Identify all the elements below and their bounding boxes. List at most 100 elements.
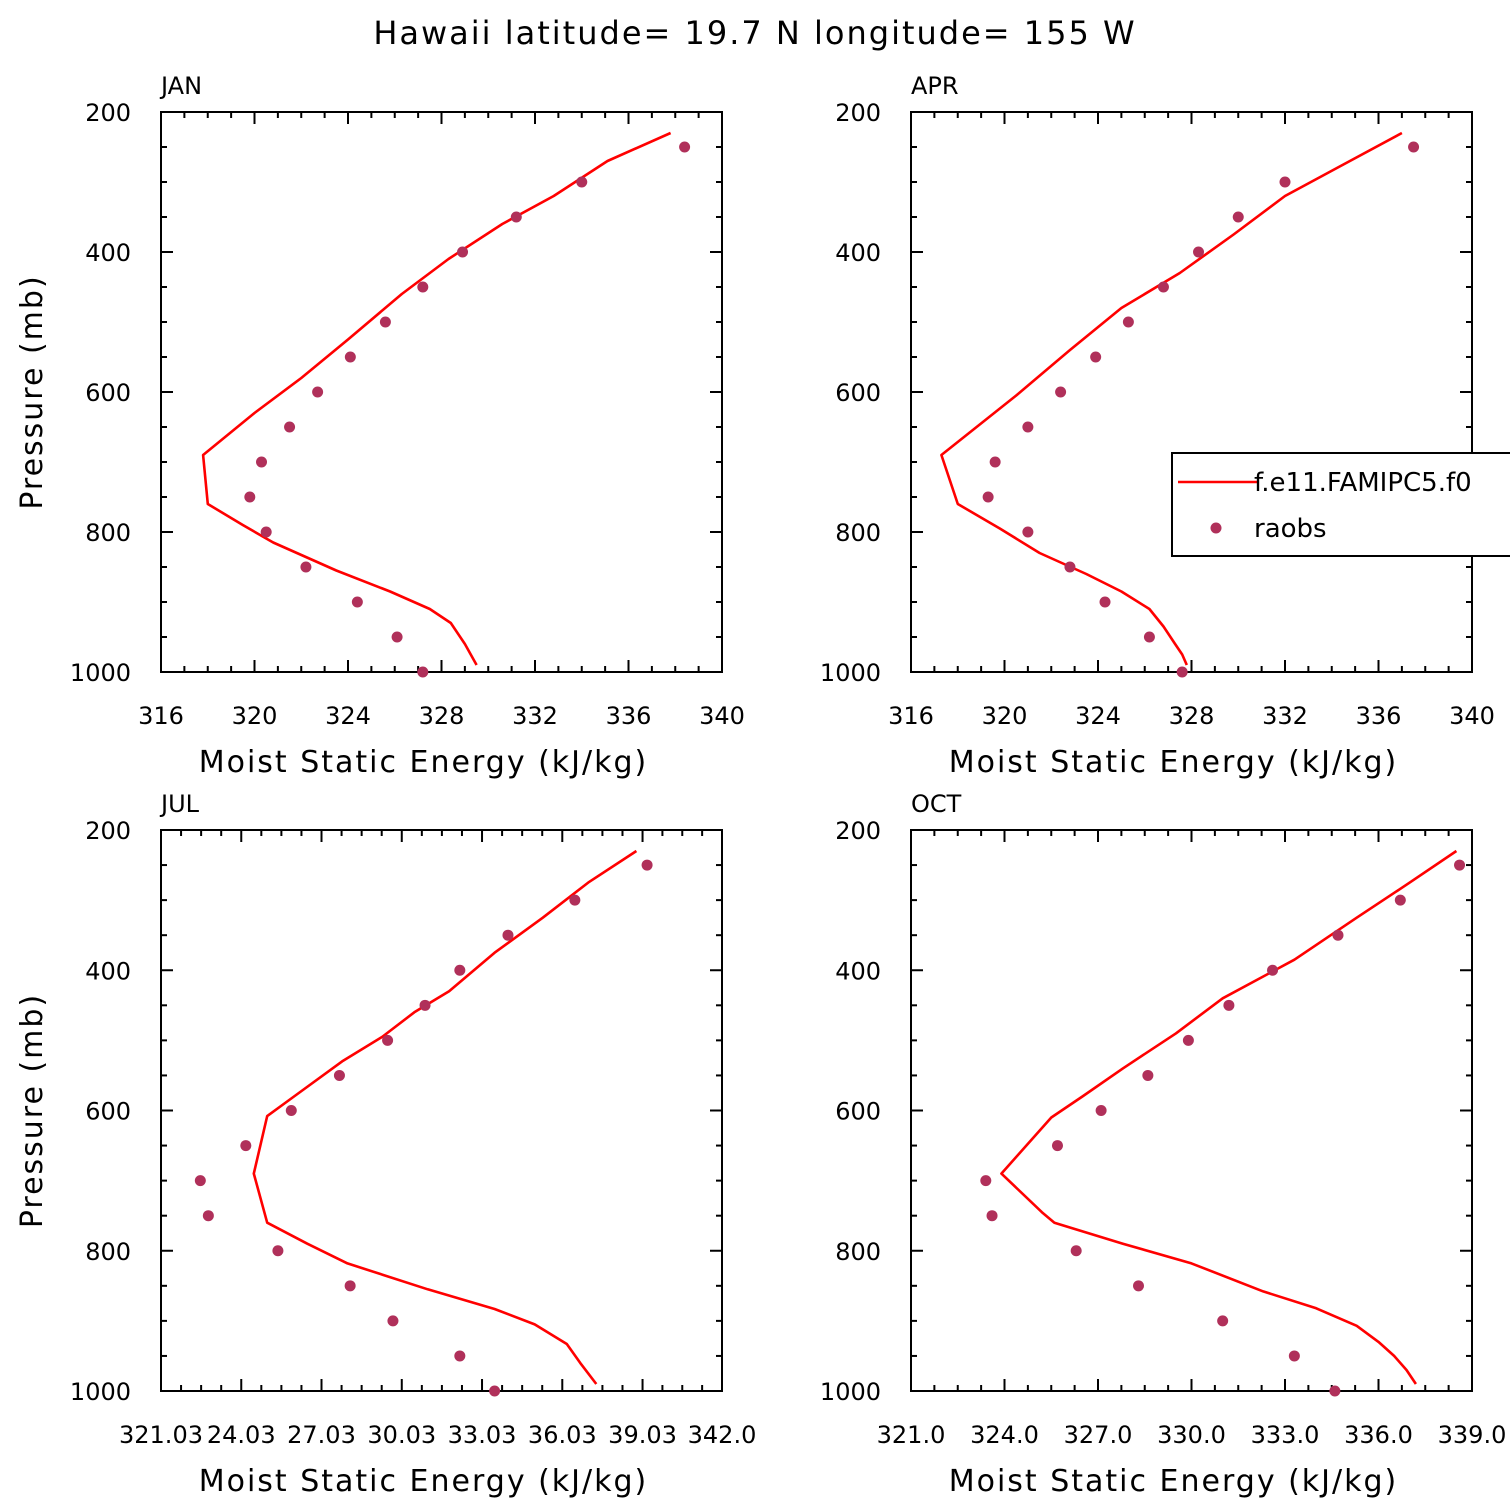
raobs-point <box>1408 141 1420 153</box>
raobs-point <box>1176 666 1188 678</box>
raobs-point <box>387 1315 399 1327</box>
y-tick-label: 200 <box>85 817 131 845</box>
model-series-line <box>1000 849 1458 1385</box>
raobs-point <box>641 859 653 871</box>
raobs-point <box>417 666 429 678</box>
y-tick-label: 1000 <box>820 1378 881 1406</box>
model-series-line <box>201 131 672 666</box>
raobs-point <box>1267 964 1279 976</box>
raobs-point <box>344 1280 356 1292</box>
raobs-point <box>1133 1280 1145 1292</box>
raobs-point <box>240 1140 252 1152</box>
raobs-point <box>379 316 391 328</box>
raobs-point <box>489 1385 501 1397</box>
raobs-point <box>502 929 514 941</box>
y-tick-label: 600 <box>835 379 881 407</box>
y-tick-label: 1000 <box>70 659 131 687</box>
panel-oct: OCT 321.0 324.0 327.0 330.0 333.0 336.0 339.0 20… <box>820 790 1506 1499</box>
raobs-point <box>510 211 522 223</box>
y-tick-label: 1000 <box>820 659 881 687</box>
raobs-point <box>256 456 268 468</box>
x-tick-label: 39.03 <box>608 1421 677 1449</box>
legend: f.e11.FAMIPC5.f0 raobs <box>1171 452 1510 557</box>
x-tick-label: 324.0 <box>970 1421 1039 1449</box>
raobs-point <box>419 999 431 1011</box>
panel-label: JUL <box>159 790 200 818</box>
x-tick-label: 36.03 <box>528 1421 597 1449</box>
x-tick-label: 342.0 <box>688 1421 757 1449</box>
panels: JAN 316 320 324 328 332 336 340 200 400 600 800 1000… <box>15 72 1510 1499</box>
panel-label: OCT <box>911 790 962 818</box>
raobs-point <box>1122 316 1134 328</box>
x-tick-label: 324 <box>1075 702 1121 730</box>
raobs-point <box>1022 421 1034 433</box>
x-axis-label: Moist Static Energy (kJ/kg) <box>949 1464 1399 1499</box>
raobs-point <box>1090 351 1102 363</box>
raobs-point <box>272 1245 284 1257</box>
raobs-point <box>1193 246 1205 258</box>
x-tick-label: 332 <box>1262 702 1308 730</box>
y-tick-label: 600 <box>85 379 131 407</box>
raobs-point <box>679 141 691 153</box>
raobs-point <box>260 526 272 538</box>
raobs-point <box>1329 1385 1341 1397</box>
raobs-point <box>1279 176 1291 188</box>
x-tick-label: 316 <box>888 702 934 730</box>
raobs-point <box>284 421 296 433</box>
x-tick-label: 320 <box>232 702 278 730</box>
panel-jul: JUL 321.03 24.03 27.03 30.03 33.03 36.03 39.03 3… <box>15 790 756 1499</box>
raobs-point <box>1095 1105 1107 1116</box>
y-axis-label: Pressure (mb) <box>15 993 50 1228</box>
raobs-point <box>569 894 581 906</box>
x-tick-label: 339.0 <box>1438 1421 1507 1449</box>
y-tick-label: 800 <box>85 1238 131 1266</box>
raobs-point <box>1051 1140 1063 1152</box>
raobs-point <box>382 1034 394 1046</box>
x-tick-label: 336 <box>606 702 652 730</box>
y-tick-label: 800 <box>835 519 881 547</box>
raobs-point <box>1182 1034 1194 1046</box>
x-tick-label: 24.03 <box>207 1421 276 1449</box>
figure-title: Hawaii latitude= 19.7 N longitude= 155 W <box>373 14 1136 52</box>
x-tick-label: 324 <box>325 702 371 730</box>
raobs-point <box>1064 561 1076 573</box>
x-tick-label: 336 <box>1356 702 1402 730</box>
y-tick-label: 200 <box>85 99 131 127</box>
raobs-point <box>202 1210 214 1222</box>
raobs-point <box>1217 1315 1229 1327</box>
raobs-point <box>454 964 466 976</box>
model-series-line <box>940 131 1403 666</box>
legend-label-model: f.e11.FAMIPC5.f0 <box>1254 468 1472 498</box>
legend-marker-swatch <box>1210 522 1222 534</box>
y-tick-label: 200 <box>835 99 881 127</box>
y-tick-label: 200 <box>835 817 881 845</box>
y-tick-label: 600 <box>835 1098 881 1126</box>
x-tick-label: 27.03 <box>287 1421 356 1449</box>
raobs-point <box>391 631 403 643</box>
raobs-point <box>454 1350 466 1362</box>
raobs-point <box>982 491 994 503</box>
raobs-point <box>1157 281 1169 293</box>
raobs-point <box>285 1105 297 1116</box>
x-tick-label: 340 <box>699 702 745 730</box>
y-tick-label: 400 <box>85 957 131 985</box>
model-series-line <box>252 849 638 1385</box>
x-tick-label: 328 <box>419 702 465 730</box>
x-tick-label: 320 <box>982 702 1028 730</box>
x-tick-label: 340 <box>1449 702 1495 730</box>
x-tick-label: 328 <box>1169 702 1215 730</box>
y-tick-label: 600 <box>85 1098 131 1126</box>
raobs-point <box>1022 526 1034 538</box>
raobs-point <box>1394 894 1406 906</box>
x-tick-label: 332 <box>512 702 558 730</box>
raobs-point <box>1332 929 1344 941</box>
raobs-point <box>312 386 324 398</box>
plot-frame <box>910 111 1473 673</box>
raobs-point <box>576 176 588 188</box>
plot-frame <box>910 829 1473 1392</box>
raobs-point <box>1099 596 1111 608</box>
raobs-point <box>1142 1069 1154 1081</box>
raobs-point <box>244 491 256 503</box>
raobs-point <box>344 351 356 363</box>
